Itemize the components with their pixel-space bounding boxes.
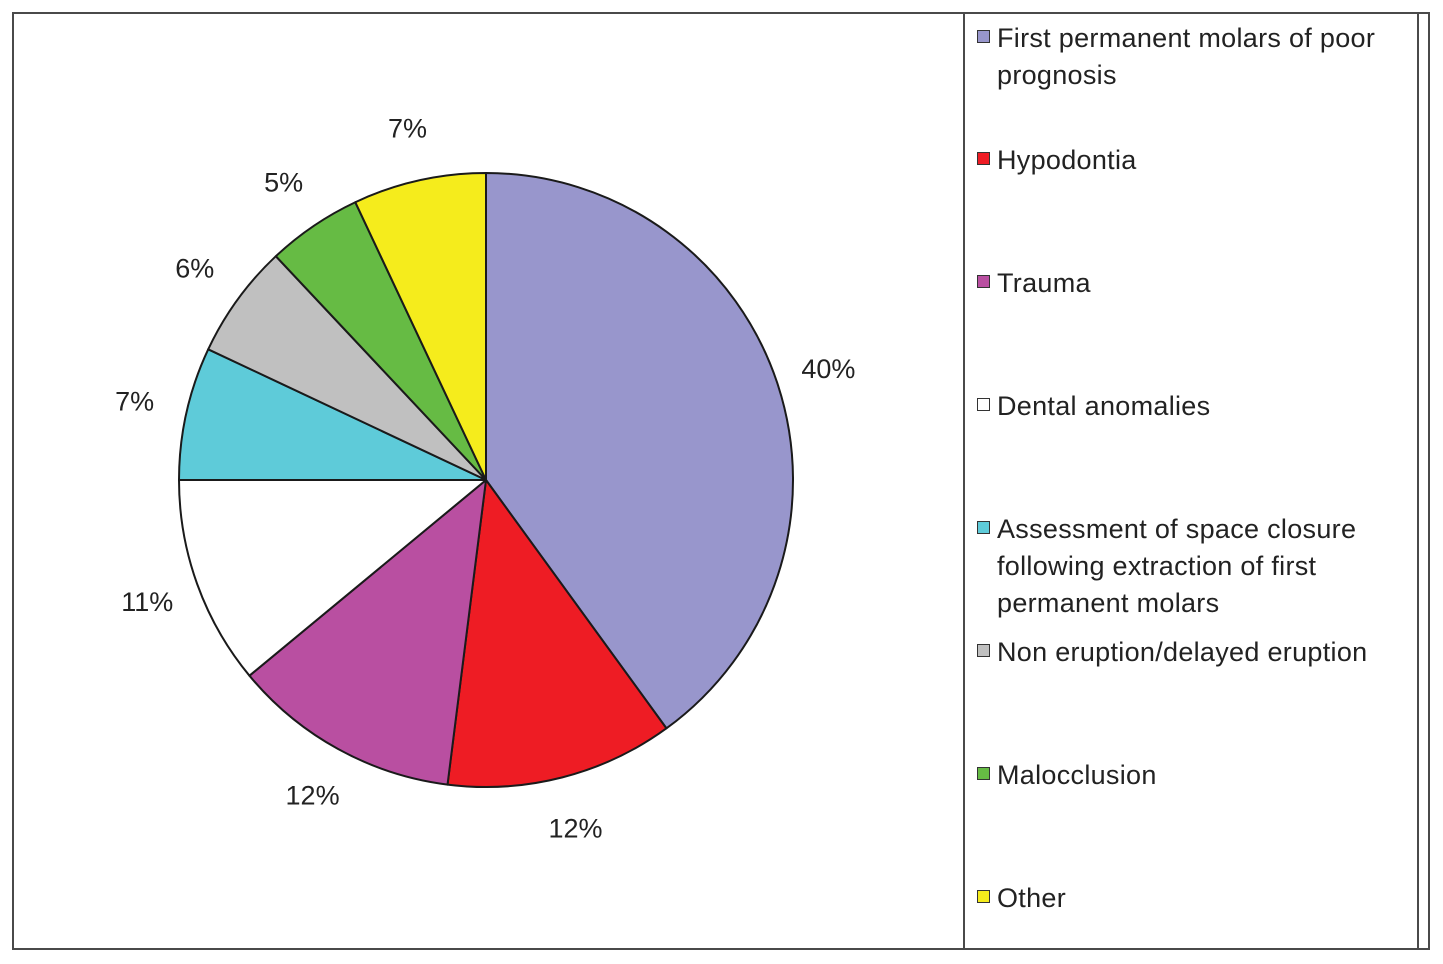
legend-item: First permanent molars of poor prognosis (977, 20, 1417, 94)
slice-percent-label: 7% (115, 386, 154, 416)
plot-area: 40% 12% 12% 11% 7% 6% 5% 7% (14, 14, 963, 948)
legend-label: First permanent molars of poor prognosis (997, 23, 1376, 90)
pie-slice (446, 479, 668, 788)
legend-swatch (977, 890, 990, 903)
legend-item: Trauma (977, 265, 1417, 302)
slice-percent-label: 6% (175, 253, 214, 283)
legend-label: Assessment of space closure following ex… (997, 514, 1357, 618)
pie-slice (485, 172, 794, 730)
legend-item: Hypodontia (977, 142, 1417, 179)
legend-item: Malocclusion (977, 757, 1417, 794)
slice-percent-label: 12% (286, 780, 340, 810)
legend-swatch (977, 644, 990, 657)
pie-slice (354, 172, 487, 481)
legend-swatch (977, 30, 990, 43)
legend-label: Malocclusion (997, 760, 1157, 790)
pie-slice (248, 479, 487, 786)
legend-label: Hypodontia (997, 145, 1137, 175)
pie-slice (178, 479, 487, 677)
slice-percent-label: 7% (388, 114, 427, 144)
legend-swatch (977, 398, 990, 411)
legend-label: Trauma (997, 268, 1091, 298)
pie-chart: 40% 12% 12% 11% 7% 6% 5% 7% (115, 114, 855, 844)
slice-percent-label: 5% (264, 167, 303, 197)
legend-swatch (977, 767, 990, 780)
chart-frame: 40% 12% 12% 11% 7% 6% 5% 7% First permanent mol… (12, 12, 1430, 950)
slice-percent-label: 11% (121, 587, 173, 617)
legend-label: Dental anomalies (997, 391, 1211, 421)
legend: First permanent molars of poor prognosis… (963, 14, 1419, 948)
slice-percent-label: 40% (801, 354, 855, 384)
legend-label: Non eruption/delayed eruption (997, 637, 1368, 667)
pie-slice (178, 348, 487, 481)
legend-item: Assessment of space closure following ex… (977, 511, 1417, 622)
legend-item: Non eruption/delayed eruption (977, 634, 1417, 671)
legend-item: Dental anomalies (977, 388, 1417, 425)
slice-percent-label: 12% (549, 814, 603, 844)
legend-label: Other (997, 883, 1067, 913)
legend-item: Other (977, 880, 1417, 917)
legend-swatch (977, 275, 990, 288)
legend-swatch (977, 521, 990, 534)
legend-swatch (977, 152, 990, 165)
